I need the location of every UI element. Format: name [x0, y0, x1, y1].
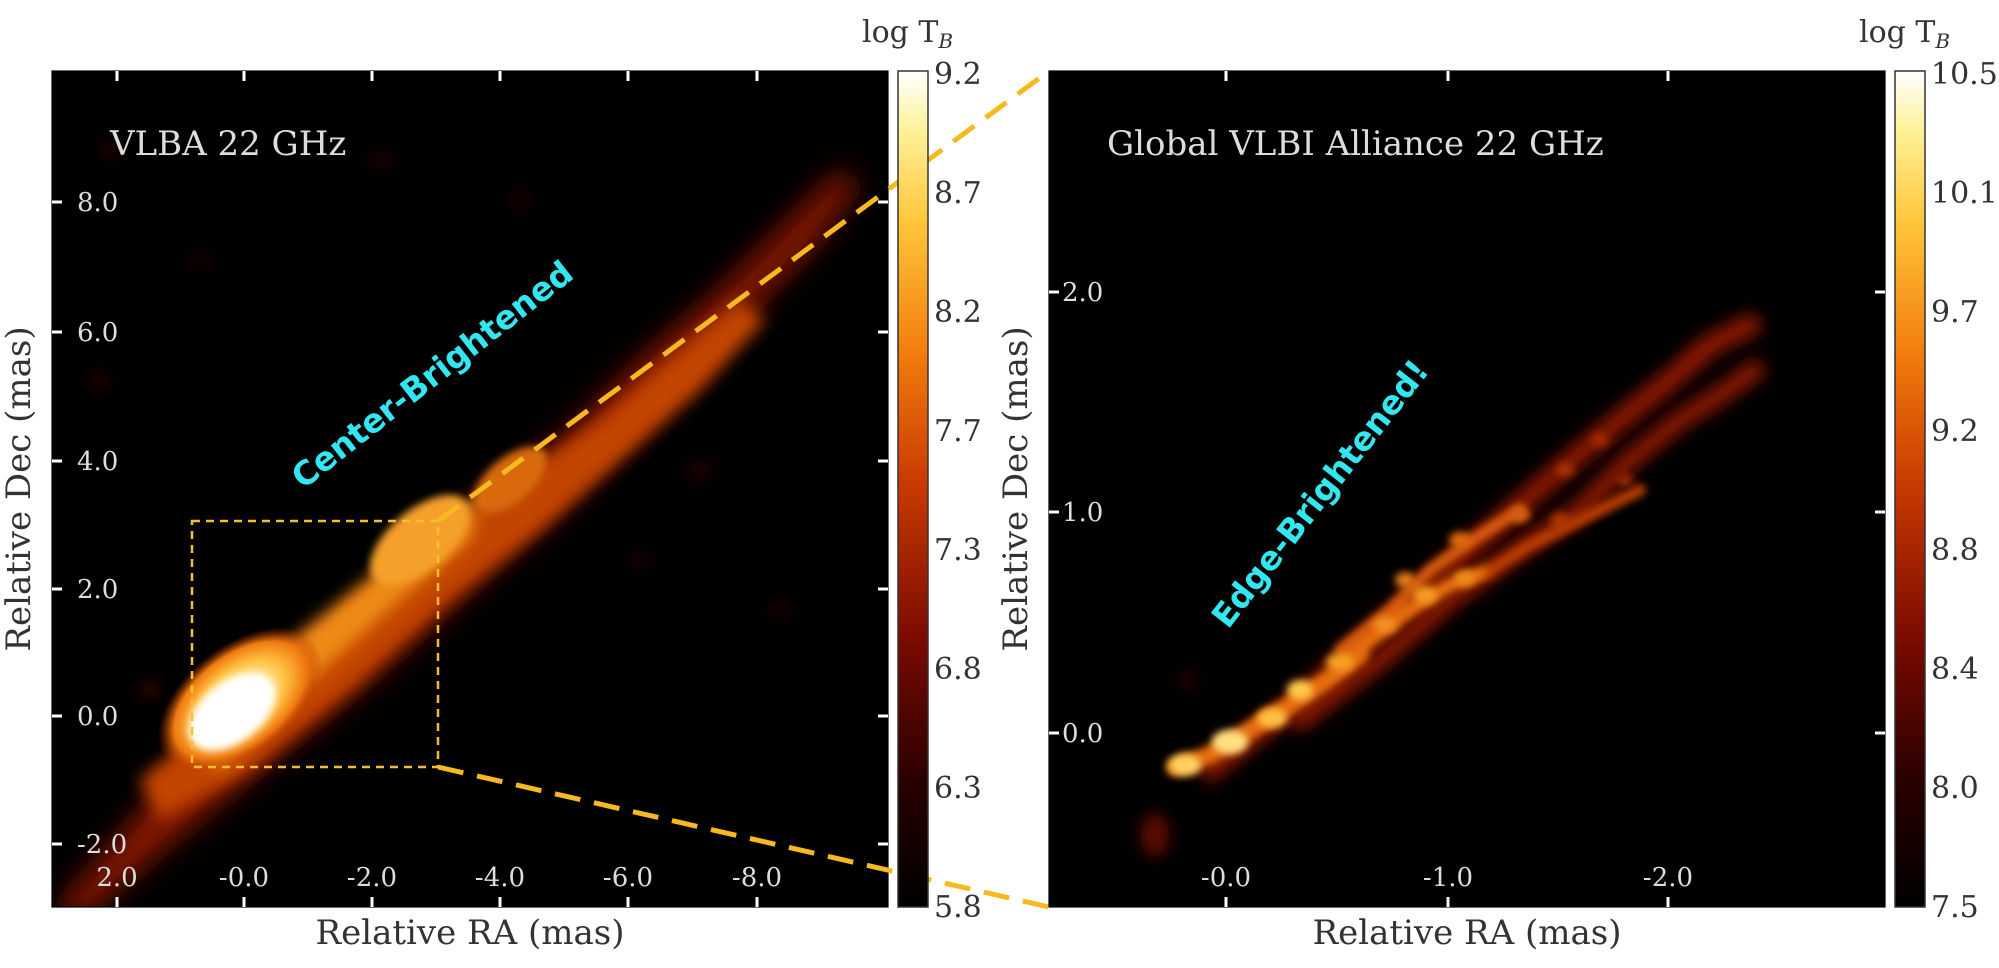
left-colorbar-tick: 8.7: [934, 176, 982, 211]
left-xtick-label: -0.0: [219, 863, 269, 893]
right-xtick-label: -1.0: [1423, 863, 1473, 893]
right-colorbar-tick: 8.8: [1931, 533, 1979, 568]
right-colorbar: 7.5 8.0 8.4 8.8 9.2 9.7 10.1 10.5 log TB: [1859, 15, 1998, 925]
left-ticks: [52, 71, 888, 907]
zoom-connector-bottom: [437, 764, 1050, 910]
right-plot-area: [1049, 71, 1885, 907]
left-y-axis-label: Relative Dec (mas): [0, 326, 39, 651]
right-colorbar-label-main: log T: [1859, 15, 1935, 50]
left-ytick-label: 2.0: [77, 575, 118, 605]
left-xtick-label: -4.0: [475, 863, 525, 893]
right-ytick-label: 2.0: [1062, 278, 1103, 308]
left-plot-frame: [51, 70, 889, 908]
right-panel-title: Global VLBI Alliance 22 GHz: [1107, 124, 1604, 164]
left-ytick-label: -2.0: [77, 830, 127, 860]
right-ticks: [1049, 71, 1885, 907]
left-colorbar-label-main: log T: [862, 15, 938, 50]
right-colorbar-tick: 8.4: [1931, 652, 1979, 687]
right-colorbar-label-sub: B: [1934, 29, 1950, 53]
right-ytick-label: 0.0: [1062, 719, 1103, 749]
left-jet-emission: [60, 144, 860, 907]
left-colorbar-tick: 7.7: [934, 414, 982, 449]
right-jet-emission: [1141, 314, 1765, 857]
zoom-connector-top: [436, 68, 1051, 524]
right-colorbar-tick: 9.2: [1931, 414, 1979, 449]
left-xtick-label: -2.0: [347, 863, 397, 893]
left-colorbar-tick: 6.3: [934, 771, 982, 806]
left-panel: -2.0 0.0 2.0 4.0 6.0 8.0 2.0 -0.0 -2.0 -…: [0, 70, 889, 953]
right-colorbar-tick: 7.5: [1931, 890, 1979, 925]
left-xtick-label: -8.0: [732, 863, 782, 893]
left-colorbar-tick: 6.8: [934, 652, 982, 687]
left-colorbar-tick: 5.8: [934, 890, 982, 925]
left-colorbar: 5.8 6.3 6.8 7.3 7.7 8.2 8.7 9.2 log TB: [862, 15, 982, 925]
right-x-axis-label: Relative RA (mas): [1313, 913, 1622, 953]
left-colorbar-label: log TB: [862, 15, 953, 53]
left-ytick-label: 8.0: [77, 188, 118, 218]
left-ytick-label: 0.0: [77, 702, 118, 732]
right-panel: 0.0 1.0 2.0 -0.0 -1.0 -2.0 Global VLBI A…: [996, 70, 1886, 953]
right-xtick-label: -0.0: [1201, 863, 1251, 893]
left-x-axis-label: Relative RA (mas): [316, 913, 625, 953]
left-ytick-label: 4.0: [77, 447, 118, 477]
zoom-connector-lines: [436, 68, 1051, 910]
right-y-axis-label: Relative Dec (mas): [996, 326, 1036, 651]
right-plot-frame: [1048, 70, 1886, 908]
left-colorbar-tick: 8.2: [934, 295, 982, 330]
left-xtick-label: -6.0: [603, 863, 653, 893]
left-ytick-label: 6.0: [77, 318, 118, 348]
right-colorbar-bar: [1894, 70, 1926, 908]
right-xtick-label: -2.0: [1643, 863, 1693, 893]
right-colorbar-tick: 9.7: [1931, 295, 1979, 330]
left-colorbar-tick: 9.2: [934, 57, 982, 92]
left-xtick-label: 2.0: [96, 863, 137, 893]
left-colorbar-tick: 7.3: [934, 533, 982, 568]
zoom-box: [190, 519, 440, 769]
right-ytick-label: 1.0: [1062, 498, 1103, 528]
right-colorbar-tick: 10.1: [1931, 176, 1998, 211]
left-colorbar-label-sub: B: [937, 29, 953, 53]
right-colorbar-tick: 10.5: [1931, 57, 1998, 92]
right-colorbar-label: log TB: [1859, 15, 1950, 53]
left-panel-title: VLBA 22 GHz: [109, 124, 346, 164]
left-colorbar-bar: [897, 70, 929, 908]
right-colorbar-tick: 8.0: [1931, 771, 1979, 806]
